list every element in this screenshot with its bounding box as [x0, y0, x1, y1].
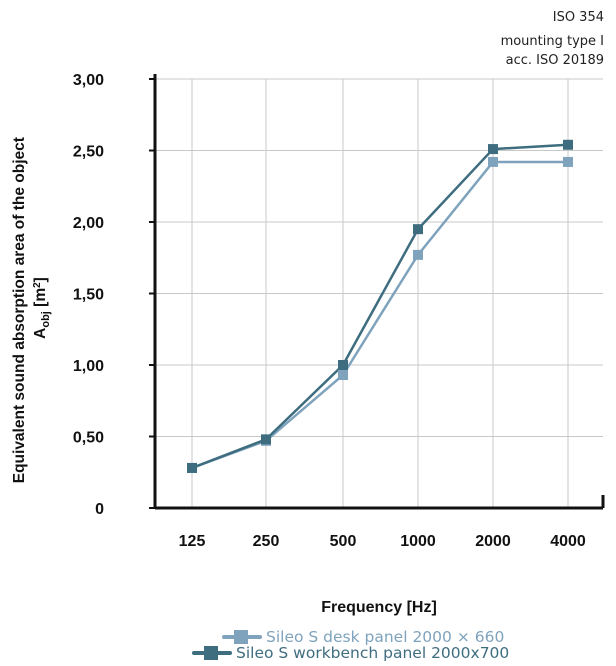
y-tick-label-3: 1,50 [73, 287, 104, 304]
standard-note-2: mounting type I [500, 34, 604, 49]
series-line-workbench [191, 143, 569, 470]
data-point-workbench-4000 [563, 139, 573, 150]
legend-swatch-desk [222, 630, 262, 644]
data-point-desk-1000 [413, 249, 423, 260]
y-axis-title-symbol: A [32, 328, 49, 339]
x-tick-label-125: 125 [179, 533, 206, 550]
y-tick-label-0: 0 [95, 501, 104, 518]
data-point-workbench-125 [187, 462, 197, 473]
x-axis-title: Frequency [Hz] [321, 599, 437, 616]
data-point-desk-4000 [563, 156, 573, 167]
y-tick-label-1: 0,50 [73, 430, 104, 447]
y-tick-label-5: 2,50 [73, 144, 104, 161]
y-axis-title-unit: [m [32, 288, 49, 311]
data-point-desk-2000 [488, 156, 498, 167]
standard-note-3: acc. ISO 20189 [505, 53, 604, 68]
data-point-workbench-1000 [413, 224, 423, 235]
legend-label-workbench: Sileo S workbench panel 2000x700 [236, 644, 510, 662]
y-tick-label-6: 3,00 [73, 72, 104, 89]
legend-item-desk: Sileo S desk panel 2000 × 660 [222, 628, 504, 646]
series-line-desk [191, 160, 568, 470]
data-point-workbench-500 [338, 360, 348, 370]
y-axis-title-subscript: obj [40, 311, 52, 328]
x-tick-label-2000: 2000 [475, 533, 511, 550]
y-axis-title-unit-close: ] [32, 277, 49, 282]
x-tick-label-4000: 4000 [550, 533, 586, 550]
data-point-workbench-250 [261, 434, 271, 445]
data-point-workbench-2000 [488, 144, 498, 155]
standard-note-1: ISO 354 [552, 10, 604, 25]
legend-swatch-workbench [192, 646, 232, 660]
y-axis-title: Equivalent sound absorption area of the … [11, 133, 52, 484]
y-tick-label-4: 2,00 [73, 215, 104, 232]
y-axis-title-line1: Equivalent sound absorption area of the … [11, 137, 28, 483]
y-axis-title-superscript: 2 [32, 282, 43, 288]
legend-item-workbench: Sileo S workbench panel 2000x700 [192, 644, 509, 662]
x-tick-label-500: 500 [330, 533, 357, 550]
y-tick-label-2: 1,00 [73, 358, 104, 375]
legend-label-desk: Sileo S desk panel 2000 × 660 [266, 628, 505, 646]
data-point-desk-500 [338, 370, 348, 381]
x-tick-label-1000: 1000 [400, 533, 436, 550]
x-tick-label-250: 250 [253, 533, 280, 550]
